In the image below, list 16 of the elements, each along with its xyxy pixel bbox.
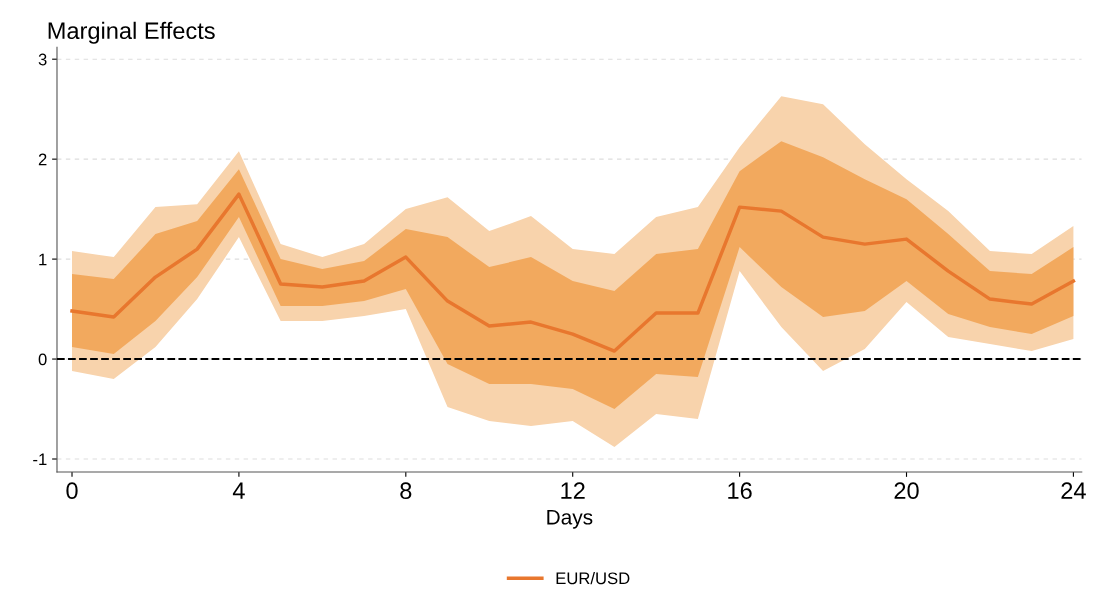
y-tick-label: 1 xyxy=(39,253,47,266)
y-tick-label: 2 xyxy=(38,153,47,166)
y-tick-label: 0 xyxy=(38,353,47,366)
y-tick-label: 3 xyxy=(38,53,47,66)
x-tick-label: 4 xyxy=(232,482,245,499)
y-tick-label: -1 xyxy=(33,453,47,466)
x-tick-label: 12 xyxy=(561,482,585,499)
x-tick-label: 16 xyxy=(728,482,752,500)
x-tick-label: 20 xyxy=(894,482,919,500)
line-series xyxy=(70,192,1076,353)
x-axis-title: Days xyxy=(547,510,593,529)
x-tick-label: 8 xyxy=(400,482,412,500)
x-tick-label: 0 xyxy=(66,482,78,500)
legend-label: EUR/USD xyxy=(556,571,630,585)
x-tick-label: 24 xyxy=(1061,482,1086,499)
chart-title: Marginal Effects xyxy=(48,21,215,44)
